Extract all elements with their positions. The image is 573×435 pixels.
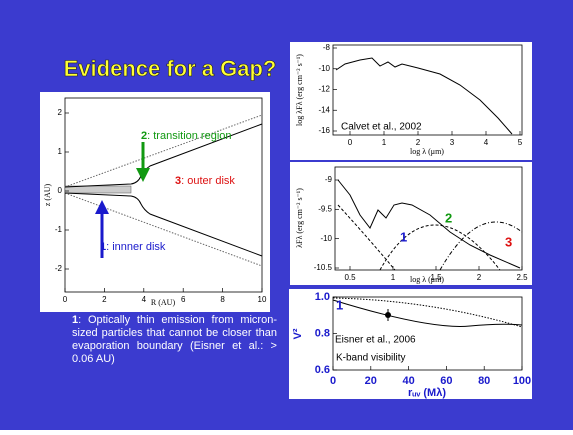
region-1-text: : innner disk — [106, 241, 166, 253]
y-tick-label: 1 — [58, 147, 63, 156]
x-tick-label: 4 — [484, 138, 489, 147]
region-3-text: : outer disk — [181, 175, 235, 187]
x-tick-label: 3 — [450, 138, 455, 147]
y-tick-label: -9 — [325, 175, 333, 184]
x-tick-label: 0 — [348, 138, 353, 147]
sed-x-label: log λ (μm) — [410, 147, 444, 156]
x-tick-label: 0.5 — [344, 273, 356, 282]
vis-curve-dotted — [332, 297, 523, 328]
y-tick-label: -16 — [318, 126, 330, 135]
x-tick-label: 0 — [63, 295, 68, 304]
arrow-1-head — [95, 200, 109, 214]
x-tick-label: 6 — [181, 295, 186, 304]
sed-citation: Calvet et al., 2002 — [341, 122, 422, 133]
lower-surface — [64, 192, 263, 267]
sed-y-label: log λFλ (erg cm⁻² s⁻¹) — [295, 54, 304, 126]
y-tick-label: -8 — [323, 43, 331, 52]
x-tick-label: 60 — [440, 375, 452, 387]
x-tick-label: 4 — [142, 295, 147, 304]
ir-y-label: λFλ (erg cm⁻² s⁻¹) — [295, 188, 304, 248]
vis-comp-1-label: 1 — [336, 297, 343, 312]
x-tick-label: 1.5 — [430, 273, 442, 282]
y-tick-label: -10 — [318, 64, 330, 73]
ir-comp-1-label: 1 — [400, 229, 407, 244]
x-tick-label: 2 — [416, 138, 421, 147]
y-tick-label: -1 — [55, 225, 63, 234]
x-tick-label: 100 — [513, 375, 531, 387]
x-tick-label: 10 — [258, 295, 267, 304]
ir-total — [337, 179, 521, 269]
upper-surface — [64, 114, 263, 188]
vis-y-label: V² — [292, 328, 304, 339]
y-tick-label: -2 — [55, 264, 63, 273]
y-tick-label: -10.5 — [314, 263, 333, 272]
x-tick-label: 8 — [220, 295, 225, 304]
x-tick-label: 2 — [102, 295, 107, 304]
x-tick-label: 80 — [478, 375, 490, 387]
wall-lower — [64, 192, 263, 257]
disk-x-label: R (AU) — [151, 298, 176, 307]
x-tick-label: 0 — [330, 375, 336, 387]
ir-comp-1 — [337, 204, 396, 271]
arrow-2-head — [136, 168, 150, 182]
ir-comp-2 — [379, 224, 501, 271]
disk-frame — [64, 97, 263, 293]
x-tick-label: 20 — [365, 375, 377, 387]
note-text: : Optically thin emission from micron-si… — [72, 314, 277, 365]
region-2-label: 2: transition region — [141, 130, 232, 142]
region-2-text: : transition region — [147, 130, 231, 142]
x-tick-label: 1 — [382, 138, 387, 147]
sed-panel — [290, 42, 532, 160]
note: 1: Optically thin emission from micron-s… — [72, 314, 277, 366]
sed-curve — [335, 57, 513, 135]
x-tick-label: 40 — [402, 375, 414, 387]
x-tick-label: 5 — [518, 138, 523, 147]
region-3-label: 3: outer disk — [175, 175, 235, 187]
vis-band: K-band visibility — [336, 353, 405, 364]
region-1-label: 1: innner disk — [100, 241, 166, 253]
y-tick-label: 2 — [58, 108, 63, 117]
x-tick-label: 2.5 — [516, 273, 528, 282]
y-tick-label: -12 — [318, 85, 330, 94]
ir-x-label: log λ (μm) — [410, 275, 444, 284]
ir-comp-3-label: 3 — [505, 234, 512, 249]
x-tick-label: 2 — [477, 273, 482, 282]
y-tick-label: 0.6 — [315, 364, 330, 376]
y-tick-label: 0.8 — [315, 327, 330, 339]
vis-x-label: rᵤᵥ (Mλ) — [408, 387, 446, 399]
vis-curve — [332, 299, 523, 327]
region-1-number: 1 — [100, 241, 106, 253]
note-box: 1: Optically thin emission from micron-s… — [72, 314, 277, 366]
sed-frame — [332, 44, 523, 136]
region-2-number: 2 — [141, 130, 147, 142]
region-3-number: 3 — [175, 175, 181, 187]
note-number: 1 — [72, 314, 79, 326]
y-tick-label: 1.0 — [315, 291, 330, 303]
y-tick-label: -10 — [320, 234, 332, 243]
x-tick-label: 1 — [391, 273, 396, 282]
disk-y-label: z (AU) — [43, 183, 52, 206]
y-tick-label: -14 — [318, 105, 330, 114]
ir-comp-2-label: 2 — [445, 210, 452, 225]
disk-panel — [40, 92, 270, 312]
vis-citation: Eisner et al., 2006 — [335, 335, 416, 346]
title: Evidence for a Gap? — [64, 56, 277, 81]
ir-comp-3 — [439, 221, 523, 271]
ir-panel — [290, 162, 532, 285]
y-tick-label: 0 — [58, 186, 63, 195]
vis-panel — [287, 287, 534, 401]
y-tick-label: -9.5 — [318, 204, 332, 213]
ir-frame — [334, 166, 523, 271]
